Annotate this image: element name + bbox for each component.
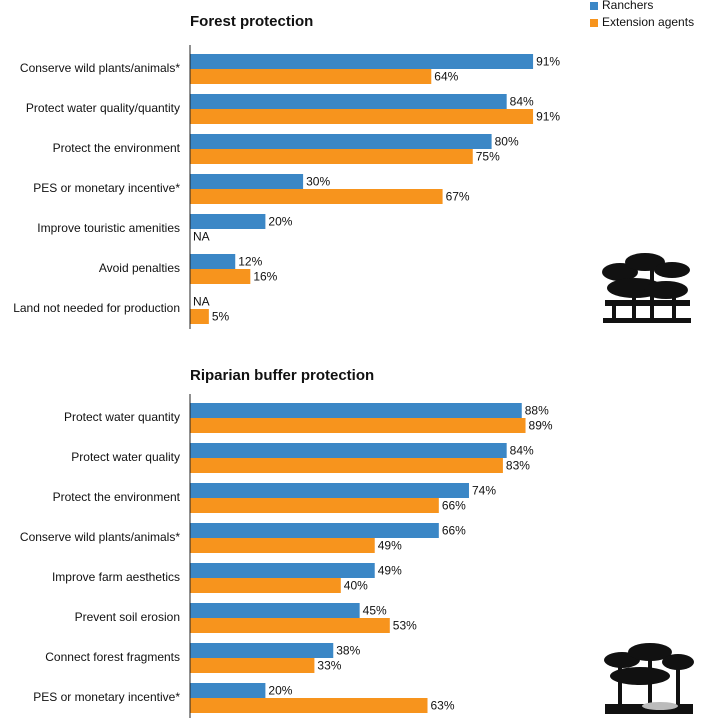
bar bbox=[190, 498, 439, 513]
data-label: 49% bbox=[378, 564, 402, 578]
data-label: 20% bbox=[268, 684, 292, 698]
bar bbox=[190, 189, 443, 204]
bar bbox=[190, 54, 534, 69]
category-label: Improve touristic amenities bbox=[37, 221, 180, 235]
data-label: 66% bbox=[442, 499, 466, 513]
data-label: NA bbox=[193, 295, 210, 309]
category-label: Avoid penalties bbox=[99, 261, 180, 275]
data-label: 84% bbox=[510, 95, 534, 109]
category-label: PES or monetary incentive* bbox=[33, 690, 180, 704]
bar bbox=[190, 134, 492, 149]
bar bbox=[190, 254, 236, 269]
category-label: Land not needed for production bbox=[13, 301, 180, 315]
data-label: 83% bbox=[506, 459, 530, 473]
forest-icon bbox=[602, 253, 691, 323]
bar bbox=[190, 643, 334, 658]
bar bbox=[190, 618, 390, 633]
data-label: 16% bbox=[253, 270, 277, 284]
category-label: Connect forest fragments bbox=[45, 650, 180, 664]
legend-label: Extension agents bbox=[602, 15, 694, 29]
data-label: 64% bbox=[434, 70, 458, 84]
bar bbox=[190, 458, 503, 473]
category-label: Conserve wild plants/animals* bbox=[20, 530, 180, 544]
bar bbox=[190, 443, 507, 458]
category-label: Prevent soil erosion bbox=[75, 610, 180, 624]
category-label: Improve farm aesthetics bbox=[52, 570, 180, 584]
data-label: 89% bbox=[529, 419, 553, 433]
bar bbox=[190, 174, 304, 189]
data-label: 75% bbox=[476, 150, 500, 164]
data-label: 45% bbox=[363, 604, 387, 618]
bar bbox=[190, 538, 375, 553]
riparian-icon bbox=[604, 643, 694, 714]
bar bbox=[190, 523, 439, 538]
bar bbox=[190, 309, 209, 324]
bar bbox=[190, 94, 507, 109]
data-label: 80% bbox=[495, 135, 519, 149]
bar bbox=[190, 269, 251, 284]
category-label: Protect water quality/quantity bbox=[26, 101, 180, 115]
data-label: 20% bbox=[268, 215, 292, 229]
category-label: Protect the environment bbox=[53, 141, 181, 155]
bar bbox=[190, 483, 469, 498]
category-label: PES or monetary incentive* bbox=[33, 181, 180, 195]
bar bbox=[190, 418, 526, 433]
bar bbox=[190, 683, 266, 698]
data-label: 30% bbox=[306, 175, 330, 189]
data-label: NA bbox=[193, 230, 210, 244]
legend-swatch bbox=[590, 19, 598, 27]
data-label: 74% bbox=[472, 484, 496, 498]
category-label: Protect the environment bbox=[53, 490, 181, 504]
bar bbox=[190, 563, 375, 578]
category-label: Protect water quantity bbox=[64, 410, 180, 424]
data-label: 53% bbox=[393, 619, 417, 633]
chart-title: Forest protection bbox=[190, 13, 313, 30]
legend-swatch bbox=[590, 2, 598, 10]
bar bbox=[190, 214, 266, 229]
bar bbox=[190, 403, 522, 418]
data-label: 66% bbox=[442, 524, 466, 538]
data-label: 67% bbox=[446, 190, 470, 204]
data-label: 88% bbox=[525, 404, 549, 418]
data-label: 63% bbox=[431, 699, 455, 713]
bar bbox=[190, 69, 432, 84]
data-label: 91% bbox=[536, 55, 560, 69]
data-label: 40% bbox=[344, 579, 368, 593]
bar bbox=[190, 658, 315, 673]
legend-label: Ranchers bbox=[602, 0, 653, 12]
data-label: 49% bbox=[378, 539, 402, 553]
bar bbox=[190, 698, 428, 713]
category-label: Protect water quality bbox=[71, 450, 180, 464]
data-label: 38% bbox=[336, 644, 360, 658]
data-label: 84% bbox=[510, 444, 534, 458]
chart-title: Riparian buffer protection bbox=[190, 367, 374, 384]
category-label: Conserve wild plants/animals* bbox=[20, 61, 180, 75]
data-label: 91% bbox=[536, 110, 560, 124]
bar bbox=[190, 603, 360, 618]
data-label: 5% bbox=[212, 310, 230, 324]
data-label: 33% bbox=[317, 659, 341, 673]
bar bbox=[190, 578, 341, 593]
bar bbox=[190, 109, 534, 124]
bar bbox=[190, 149, 473, 164]
data-label: 12% bbox=[238, 255, 262, 269]
